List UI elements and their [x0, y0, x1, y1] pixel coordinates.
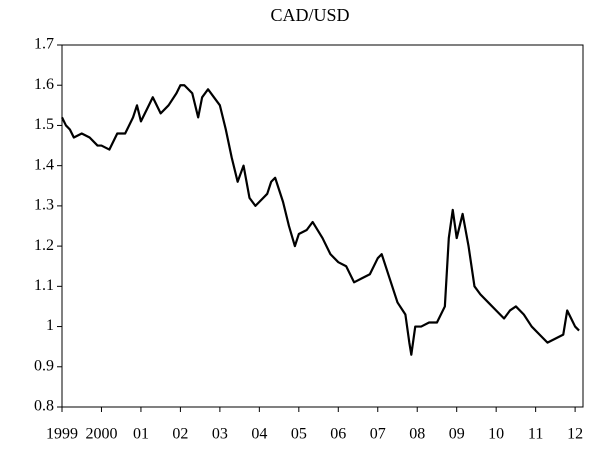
- y-tick-label: 1.2: [34, 237, 54, 254]
- x-tick-label: 06: [330, 426, 346, 443]
- x-tick-label: 2000: [85, 426, 117, 443]
- x-tick-label: 12: [567, 426, 583, 443]
- y-tick-label: 1: [46, 317, 54, 334]
- x-tick-label: 09: [449, 426, 465, 443]
- x-tick-label: 03: [212, 426, 228, 443]
- x-tick-label: 11: [528, 426, 543, 443]
- x-tick-label: 01: [133, 426, 149, 443]
- y-tick-label: 0.9: [34, 357, 54, 374]
- y-tick-label: 1.6: [34, 76, 54, 93]
- line-series: [61, 84, 580, 356]
- y-tick-label: 1.5: [34, 116, 54, 133]
- chart-title: CAD/USD: [270, 5, 349, 25]
- y-tick-label: 1.1: [34, 277, 54, 294]
- x-tick-label: 1999: [46, 426, 78, 443]
- x-tick-label: 08: [409, 426, 425, 443]
- y-tick-label: 1.3: [34, 197, 54, 214]
- x-tick-label: 04: [251, 426, 267, 443]
- x-tick-label: 02: [172, 426, 188, 443]
- x-tick-label: 10: [488, 426, 504, 443]
- y-tick-label: 0.8: [34, 398, 54, 415]
- x-tick-label: 05: [291, 426, 307, 443]
- x-tick-label: 07: [370, 426, 386, 443]
- plot-frame: [61, 44, 584, 408]
- y-tick-label: 1.7: [34, 36, 54, 53]
- y-tick-label: 1.4: [34, 156, 54, 173]
